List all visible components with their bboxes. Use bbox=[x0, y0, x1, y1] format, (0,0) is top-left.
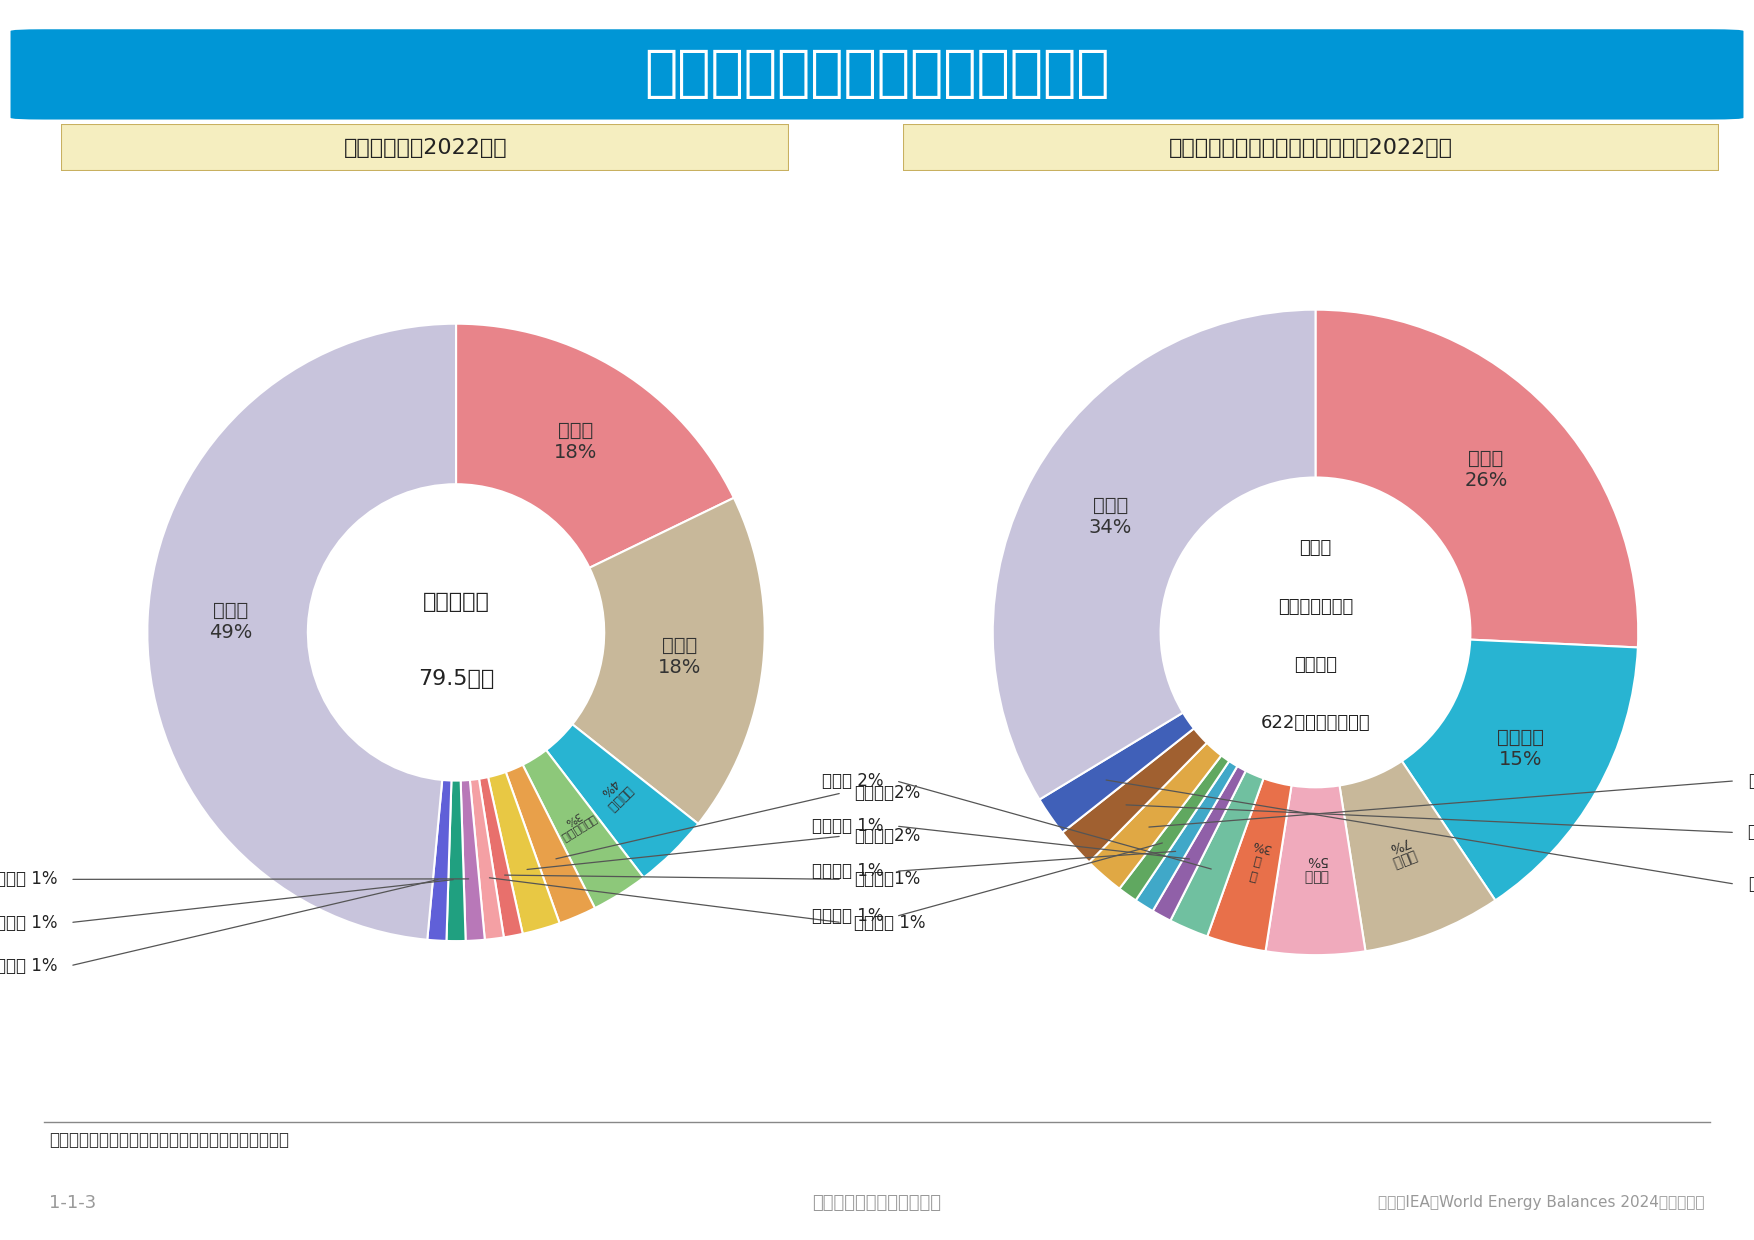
Text: イタリア 1%: イタリア 1% bbox=[812, 908, 882, 925]
Text: 世界の: 世界の bbox=[1300, 539, 1331, 558]
Text: 中　国
18%: 中 国 18% bbox=[554, 420, 598, 463]
Wedge shape bbox=[505, 765, 595, 924]
Wedge shape bbox=[1089, 743, 1221, 889]
Wedge shape bbox=[1135, 761, 1237, 911]
Text: インド
18%: インド 18% bbox=[658, 636, 702, 677]
Text: 日
本
3%: 日 本 3% bbox=[1242, 837, 1272, 884]
Text: アメリカ
15%: アメリカ 15% bbox=[1498, 728, 1544, 769]
Wedge shape bbox=[1170, 771, 1263, 936]
Wedge shape bbox=[523, 750, 644, 908]
Text: イギリス 1%: イギリス 1% bbox=[812, 862, 882, 880]
Text: 韓　国 1%: 韓 国 1% bbox=[0, 957, 58, 975]
Wedge shape bbox=[461, 780, 484, 941]
Text: （注）四捨五入の関係で合計値が合わない場合がある: （注）四捨五入の関係で合計値が合わない場合がある bbox=[49, 1131, 289, 1149]
Text: 79.5億人: 79.5億人 bbox=[417, 668, 495, 688]
FancyBboxPatch shape bbox=[11, 30, 1743, 119]
Text: ドイツ 2%: ドイツ 2% bbox=[821, 771, 882, 790]
Wedge shape bbox=[1063, 728, 1207, 862]
FancyBboxPatch shape bbox=[903, 124, 1719, 171]
Text: その他
49%: その他 49% bbox=[209, 601, 253, 642]
Wedge shape bbox=[1152, 766, 1245, 920]
Text: ロシア
5%: ロシア 5% bbox=[1303, 853, 1328, 883]
Wedge shape bbox=[993, 310, 1316, 800]
Text: 世界の人口（2022年）: 世界の人口（2022年） bbox=[344, 138, 507, 157]
Text: フランス 1%: フランス 1% bbox=[812, 817, 882, 835]
Wedge shape bbox=[488, 773, 560, 934]
Text: 世界の人口: 世界の人口 bbox=[423, 591, 489, 611]
Text: その他
34%: その他 34% bbox=[1089, 496, 1131, 537]
FancyBboxPatch shape bbox=[61, 124, 789, 171]
Text: インドネシア
3%: インドネシア 3% bbox=[553, 804, 598, 843]
Text: 総供給量: 総供給量 bbox=[1294, 656, 1337, 673]
Text: フランス 1%: フランス 1% bbox=[854, 914, 926, 931]
Text: 世界の一次エネルギー総供給量（2022年）: 世界の一次エネルギー総供給量（2022年） bbox=[1170, 138, 1452, 157]
Text: イタリア 1%: イタリア 1% bbox=[0, 870, 58, 888]
Wedge shape bbox=[1207, 779, 1291, 951]
Text: イギリス 1%: イギリス 1% bbox=[0, 914, 58, 931]
Wedge shape bbox=[1401, 640, 1638, 900]
Text: 日　本　2%: 日 本 2% bbox=[854, 827, 921, 846]
Text: ロシア　2%: ロシア 2% bbox=[854, 784, 921, 802]
Wedge shape bbox=[572, 497, 765, 823]
Text: カナダ　2%: カナダ 2% bbox=[1749, 771, 1754, 790]
Wedge shape bbox=[1340, 761, 1496, 951]
Text: 韓　国　2%: 韓 国 2% bbox=[1749, 875, 1754, 893]
Text: ドイツ　1%: ドイツ 1% bbox=[854, 870, 921, 888]
Text: 世界の人口とエネルギー供給量: 世界の人口とエネルギー供給量 bbox=[644, 47, 1110, 102]
Text: 中　国
26%: 中 国 26% bbox=[1465, 449, 1508, 490]
Wedge shape bbox=[147, 324, 456, 940]
Wedge shape bbox=[447, 780, 465, 941]
Text: アメリカ
4%: アメリカ 4% bbox=[593, 773, 635, 813]
Text: 1-1-3: 1-1-3 bbox=[49, 1194, 96, 1211]
Wedge shape bbox=[1265, 785, 1366, 955]
Text: 622エクサジュール: 622エクサジュール bbox=[1261, 714, 1370, 732]
Text: 出典：IEA「World Energy Balances 2024」より作成: 出典：IEA「World Energy Balances 2024」より作成 bbox=[1379, 1195, 1705, 1210]
Wedge shape bbox=[1040, 713, 1194, 832]
Text: 原子力・エネルギー図面集: 原子力・エネルギー図面集 bbox=[812, 1194, 942, 1211]
Text: 一次エネルギー: 一次エネルギー bbox=[1279, 598, 1352, 615]
Wedge shape bbox=[470, 779, 503, 940]
Wedge shape bbox=[428, 780, 451, 941]
Wedge shape bbox=[456, 324, 733, 568]
Wedge shape bbox=[1316, 310, 1638, 647]
Text: インド
7%: インド 7% bbox=[1384, 833, 1419, 870]
Wedge shape bbox=[1119, 755, 1230, 900]
Text: ブラジル 2%: ブラジル 2% bbox=[1749, 823, 1754, 842]
Wedge shape bbox=[545, 724, 698, 878]
Wedge shape bbox=[479, 777, 523, 937]
